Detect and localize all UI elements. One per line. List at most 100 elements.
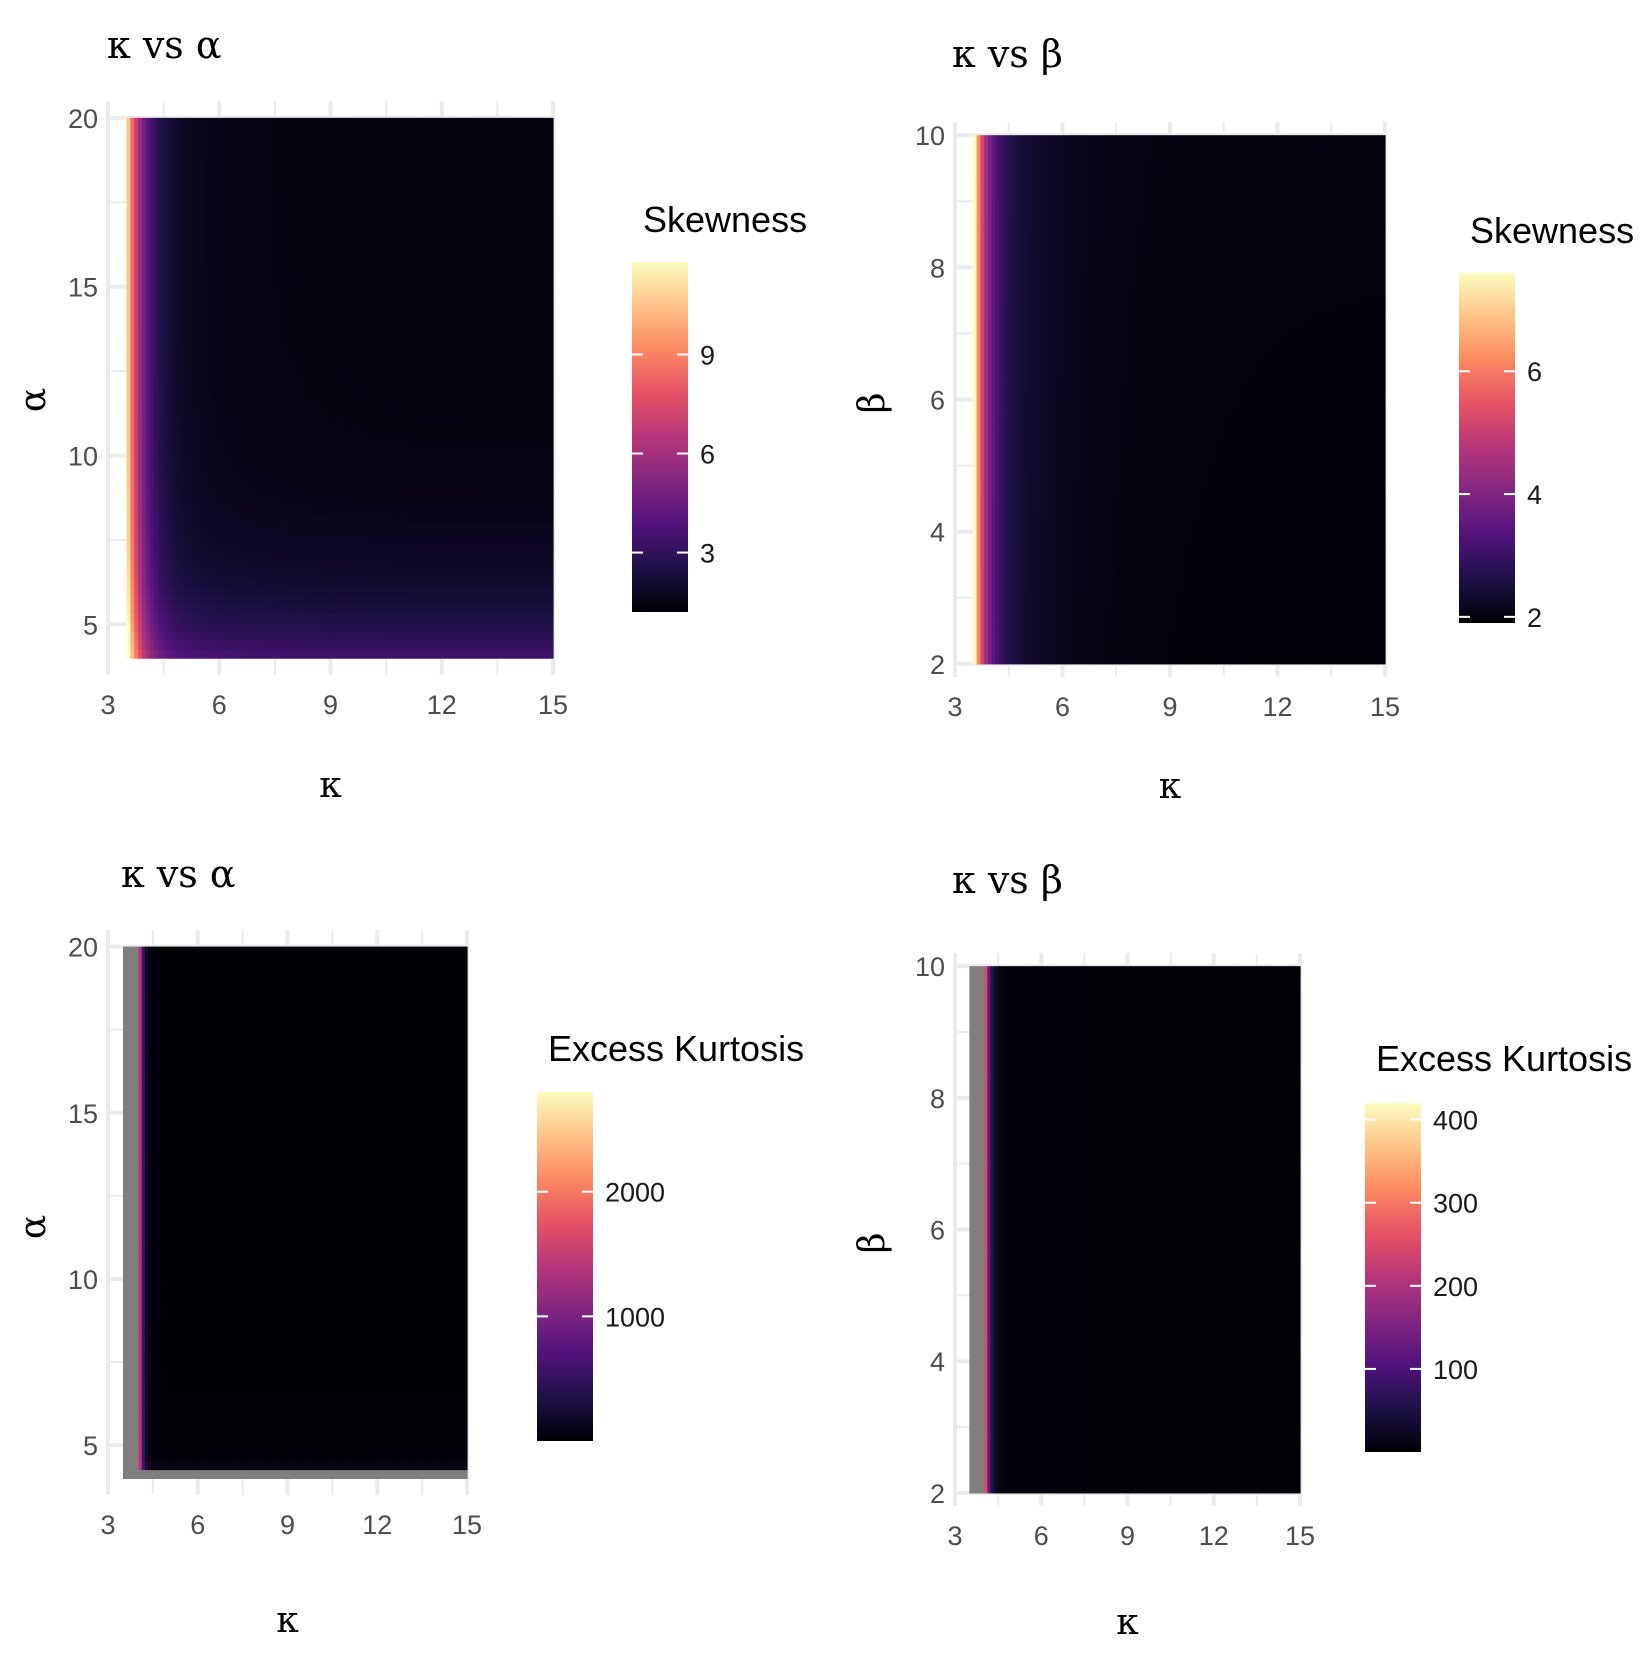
heatmap-tile: [382, 622, 386, 632]
heatmap-tile: [417, 532, 421, 542]
heatmap-tile: [262, 226, 266, 236]
heatmap-tile: [413, 172, 417, 182]
heatmap-tile: [379, 415, 383, 425]
heatmap-tile: [359, 469, 363, 479]
heatmap-tile: [379, 505, 383, 515]
heatmap-tile: [181, 145, 185, 155]
heatmap-tile: [181, 190, 185, 200]
heatmap-tile: [185, 343, 189, 353]
heatmap-tile: [127, 361, 131, 371]
heatmap-tile: [437, 136, 441, 146]
heatmap-tile: [305, 397, 309, 407]
heatmap-tile: [285, 199, 289, 209]
heatmap-tile: [189, 208, 193, 218]
heatmap-tile: [394, 397, 398, 407]
heatmap-tile: [332, 532, 336, 542]
heatmap-tile: [208, 388, 212, 398]
heatmap-tile: [173, 613, 177, 623]
heatmap-tile: [382, 568, 386, 578]
heatmap-tile: [340, 244, 344, 254]
heatmap-tile: [441, 298, 445, 308]
heatmap-tile: [278, 622, 282, 632]
heatmap-tile: [154, 595, 158, 605]
heatmap-tile: [375, 640, 379, 650]
heatmap-tile: [282, 550, 286, 560]
heatmap-tile: [251, 127, 255, 137]
heatmap-tile: [433, 478, 437, 488]
heatmap-tile: [309, 433, 313, 443]
heatmap-tile: [289, 199, 293, 209]
heatmap-tile: [367, 586, 371, 596]
heatmap-tile: [359, 631, 363, 641]
heatmap-tile: [332, 649, 336, 659]
heatmap-tile: [161, 397, 165, 407]
heatmap-tile: [375, 280, 379, 290]
heatmap-tile: [363, 460, 367, 470]
heatmap-tile: [285, 523, 289, 533]
heatmap-tile: [410, 604, 414, 614]
heatmap-tile: [173, 361, 177, 371]
heatmap-tile: [429, 208, 433, 218]
heatmap-tile: [216, 379, 220, 389]
heatmap-tile: [309, 577, 313, 587]
heatmap-tile: [351, 289, 355, 299]
heatmap-tile: [402, 235, 406, 245]
heatmap-tile: [317, 352, 321, 362]
heatmap-tile: [406, 397, 410, 407]
heatmap-tile: [220, 352, 224, 362]
heatmap-tile: [212, 532, 216, 542]
heatmap-tile: [177, 262, 181, 272]
heatmap-tile: [158, 217, 162, 227]
heatmap-tile: [351, 361, 355, 371]
heatmap-tile: [243, 217, 247, 227]
heatmap-tile: [313, 487, 317, 497]
heatmap-tile: [309, 334, 313, 344]
heatmap-tile: [305, 631, 309, 641]
heatmap-tile: [282, 253, 286, 263]
heatmap-tile: [367, 163, 371, 173]
heatmap-tile: [293, 469, 297, 479]
heatmap-tile: [305, 145, 309, 155]
heatmap-tile: [398, 433, 402, 443]
heatmap-tile: [305, 262, 309, 272]
heatmap-tile: [200, 631, 204, 641]
heatmap-tile: [313, 397, 317, 407]
heatmap-tile: [328, 190, 332, 200]
heatmap-tile: [262, 181, 266, 191]
heatmap-tile: [266, 478, 270, 488]
heatmap-tile: [231, 325, 235, 335]
heatmap-tile: [150, 505, 154, 515]
heatmap-tile: [293, 604, 297, 614]
heatmap-tile: [441, 307, 445, 317]
heatmap-tile: [262, 154, 266, 164]
heatmap-tile: [142, 280, 146, 290]
heatmap-tile: [161, 487, 165, 497]
heatmap-tile: [270, 172, 274, 182]
heatmap-tile: [444, 604, 448, 614]
heatmap-tile: [375, 568, 379, 578]
heatmap-tile: [208, 415, 212, 425]
heatmap-tile: [204, 154, 208, 164]
heatmap-tile: [413, 325, 417, 335]
heatmap-tile: [185, 577, 189, 587]
heatmap-tile: [351, 397, 355, 407]
heatmap-tile: [216, 325, 220, 335]
heatmap-tile: [251, 505, 255, 515]
heatmap-tile: [200, 352, 204, 362]
heatmap-tile: [382, 127, 386, 137]
heatmap-tile: [336, 316, 340, 326]
heatmap-tile: [150, 334, 154, 344]
heatmap-tile: [324, 244, 328, 254]
heatmap-tile: [185, 550, 189, 560]
heatmap-tile: [367, 280, 371, 290]
heatmap-tile: [212, 388, 216, 398]
heatmap-tile: [441, 541, 445, 551]
heatmap-tile: [169, 415, 173, 425]
heatmap-tile: [441, 505, 445, 515]
heatmap-tile: [150, 595, 154, 605]
heatmap-tile: [309, 262, 313, 272]
heatmap-tile: [258, 388, 262, 398]
heatmap-tile: [355, 388, 359, 398]
heatmap-tile: [309, 388, 313, 398]
heatmap-tile: [127, 514, 131, 524]
